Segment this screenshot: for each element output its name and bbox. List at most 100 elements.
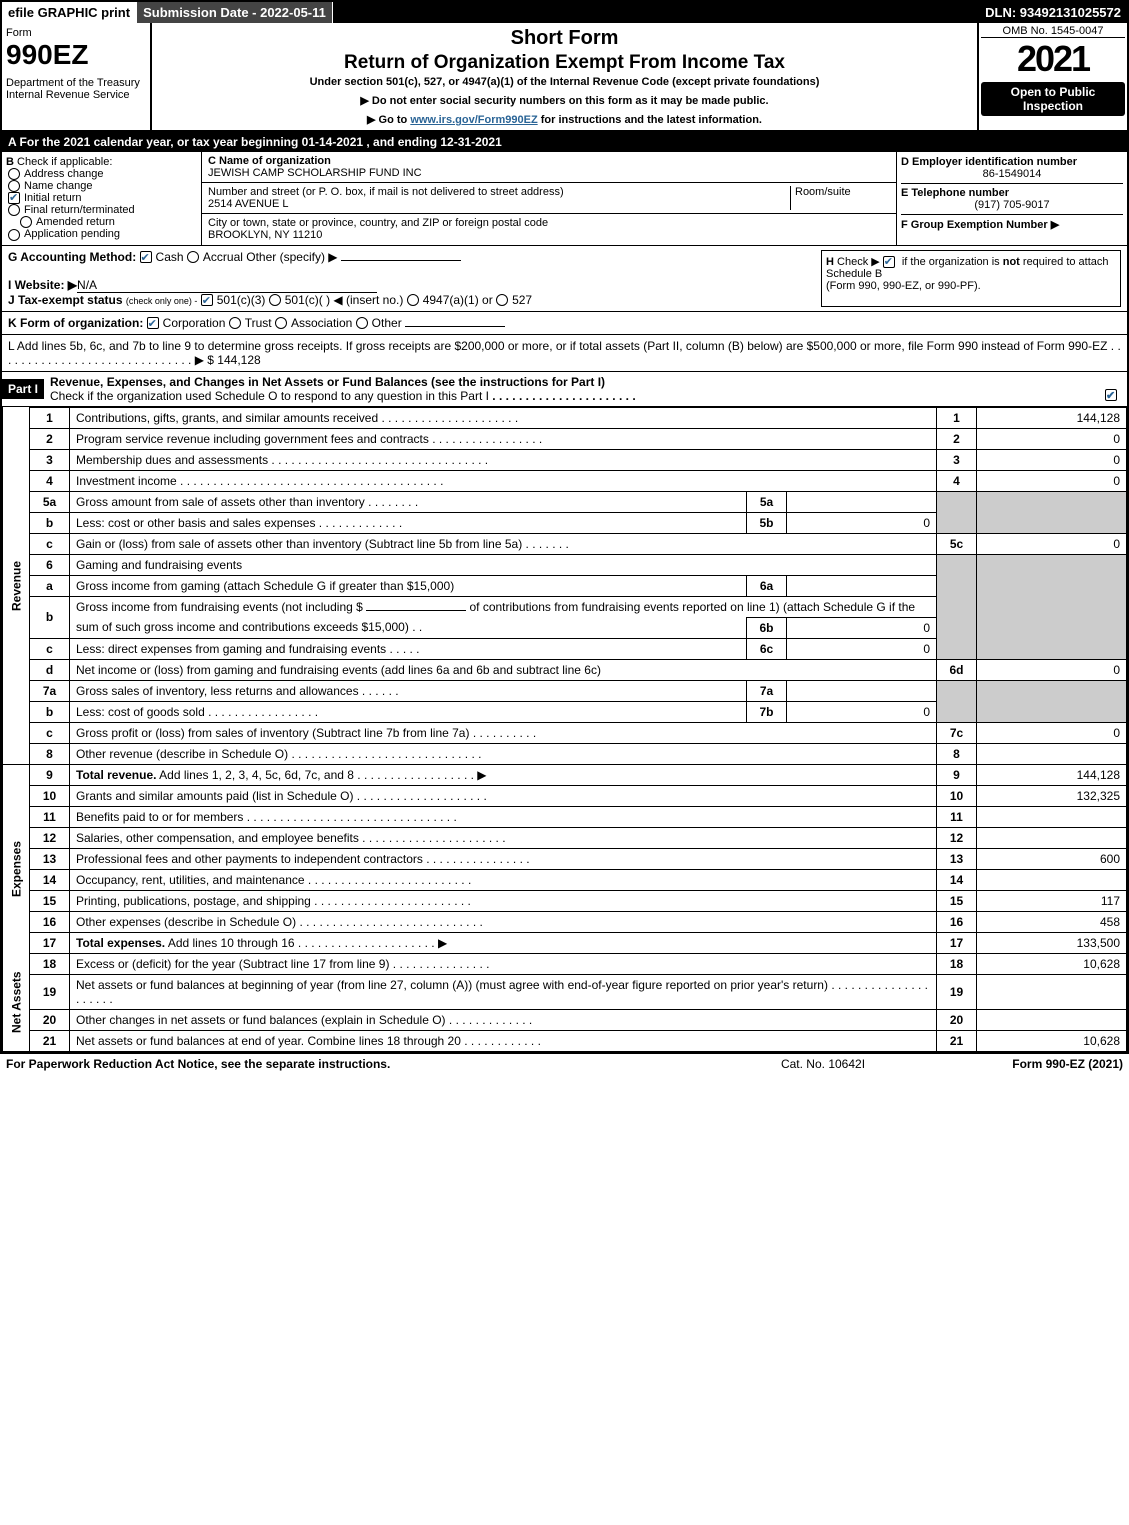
line-21-text: Net assets or fund balances at end of ye… xyxy=(76,1034,461,1048)
other-specify-input[interactable] xyxy=(341,260,461,261)
line-6c-text: Less: direct expenses from gaming and fu… xyxy=(76,642,386,656)
city-state-zip: BROOKLYN, NY 11210 xyxy=(208,229,322,241)
line-10-val: 132,325 xyxy=(977,785,1127,806)
checkbox-amended[interactable] xyxy=(20,216,32,228)
line-20-val xyxy=(977,1009,1127,1030)
line-7b-sn: 7b xyxy=(747,701,787,722)
line-10-nc: 10 xyxy=(937,785,977,806)
line-5b-text: Less: cost or other basis and sales expe… xyxy=(76,516,315,530)
line-3-text: Membership dues and assessments xyxy=(76,453,268,467)
label-j: J Tax-exempt status xyxy=(8,293,123,307)
line-2-val: 0 xyxy=(977,428,1127,449)
line-9-nc: 9 xyxy=(937,764,977,785)
l-arrow: ▶ $ xyxy=(195,353,214,367)
ein-value: 86-1549014 xyxy=(901,168,1123,180)
checkbox-schedule-o[interactable] xyxy=(1105,389,1117,401)
line-1-nc: 1 xyxy=(937,407,977,428)
checkbox-addr-change[interactable] xyxy=(8,168,20,180)
line-20-num: 20 xyxy=(30,1009,70,1030)
line-20-nc: 20 xyxy=(937,1009,977,1030)
line-18-nc: 18 xyxy=(937,953,977,974)
4947-label: 4947(a)(1) or xyxy=(423,293,493,307)
checkbox-cash[interactable] xyxy=(140,251,152,263)
irs-label: Internal Revenue Service xyxy=(6,89,146,101)
line-8-val xyxy=(977,743,1127,764)
shaded-6v xyxy=(977,554,1127,659)
line-11-val xyxy=(977,806,1127,827)
org-name: JEWISH CAMP SCHOLARSHIP FUND INC xyxy=(208,167,422,179)
label-tel: E Telephone number xyxy=(901,187,1009,199)
column-b: B Check if applicable: Address change Na… xyxy=(2,152,202,245)
checkbox-527[interactable] xyxy=(496,294,508,306)
line-5b-num: b xyxy=(30,512,70,533)
line-7a-text: Gross sales of inventory, less returns a… xyxy=(76,684,359,698)
other-org-label: Other xyxy=(372,316,402,330)
row-a-calendar-year: A For the 2021 calendar year, or tax yea… xyxy=(2,132,1127,152)
line-7b-num: b xyxy=(30,701,70,722)
checkbox-final-return[interactable] xyxy=(8,204,20,216)
inspection-box: Open to Public Inspection xyxy=(981,82,1125,116)
checkbox-corp[interactable] xyxy=(147,317,159,329)
line-15-num: 15 xyxy=(30,890,70,911)
label-h: H xyxy=(826,256,834,268)
irs-link[interactable]: www.irs.gov/Form990EZ xyxy=(410,114,537,126)
line-14-text: Occupancy, rent, utilities, and maintena… xyxy=(76,873,305,887)
street-addr: 2514 AVENUE L xyxy=(208,198,289,210)
instruction-ssn: ▶ Do not enter social security numbers o… xyxy=(156,94,973,107)
line-1-val: 144,128 xyxy=(977,407,1127,428)
row-gh: G Accounting Method: Cash Accrual Other … xyxy=(2,246,1127,312)
line-7a-sn: 7a xyxy=(747,680,787,701)
checkbox-name-change[interactable] xyxy=(8,180,20,192)
checkbox-trust[interactable] xyxy=(229,317,241,329)
line-6a-sv xyxy=(787,575,937,596)
checkbox-4947[interactable] xyxy=(407,294,419,306)
line-5a-text: Gross amount from sale of assets other t… xyxy=(76,495,365,509)
title-return: Return of Organization Exempt From Incom… xyxy=(156,52,973,74)
efile-label[interactable]: efile GRAPHIC print xyxy=(2,2,137,23)
checkbox-501c3[interactable] xyxy=(201,294,213,306)
line-19-num: 19 xyxy=(30,974,70,1009)
line-6b-blank[interactable] xyxy=(366,610,466,611)
tel-value: (917) 705-9017 xyxy=(901,199,1123,211)
l-value: 144,128 xyxy=(217,353,260,367)
label-city: City or town, state or province, country… xyxy=(208,217,548,229)
other-org-input[interactable] xyxy=(405,326,505,327)
line-6b-num: b xyxy=(30,596,70,638)
footer-left: For Paperwork Reduction Act Notice, see … xyxy=(6,1057,723,1071)
revenue-vertical-label: Revenue xyxy=(3,407,30,764)
line-7c-val: 0 xyxy=(977,722,1127,743)
dept-label: Department of the Treasury xyxy=(6,77,146,89)
line-9-val: 144,128 xyxy=(977,764,1127,785)
header-row: Form 990EZ Department of the Treasury In… xyxy=(2,23,1127,132)
line-18-text: Excess or (deficit) for the year (Subtra… xyxy=(76,957,389,971)
label-addr: Number and street (or P. O. box, if mail… xyxy=(208,186,564,198)
line-18-num: 18 xyxy=(30,953,70,974)
checkbox-h[interactable] xyxy=(883,256,895,268)
line-11-num: 11 xyxy=(30,806,70,827)
shaded-5 xyxy=(937,491,977,533)
checkbox-other-org[interactable] xyxy=(356,317,368,329)
line-7b-text: Less: cost of goods sold xyxy=(76,705,205,719)
527-label: 527 xyxy=(512,293,532,307)
line-6c-sn: 6c xyxy=(747,638,787,659)
checkbox-501c[interactable] xyxy=(269,294,281,306)
part1-table: Revenue 1 Contributions, gifts, grants, … xyxy=(2,407,1127,1052)
line-5c-val: 0 xyxy=(977,533,1127,554)
line-3-val: 0 xyxy=(977,449,1127,470)
checkbox-initial-return[interactable] xyxy=(8,192,20,204)
shaded-6 xyxy=(937,554,977,659)
line-14-val xyxy=(977,869,1127,890)
check-if-label: Check if applicable: xyxy=(17,156,112,168)
form-990ez-container: efile GRAPHIC print Submission Date - 20… xyxy=(0,0,1129,1054)
title-short-form: Short Form xyxy=(156,27,973,50)
form-label: Form xyxy=(6,27,146,39)
inspection-line1: Open to Public xyxy=(984,85,1122,99)
line-2-text: Program service revenue including govern… xyxy=(76,432,429,446)
label-b: B xyxy=(6,156,14,168)
checkbox-app-pending[interactable] xyxy=(8,229,20,241)
checkbox-accrual[interactable] xyxy=(187,251,199,263)
line-13-val: 600 xyxy=(977,848,1127,869)
checkbox-assoc[interactable] xyxy=(275,317,287,329)
expenses-vertical-label: Expenses xyxy=(3,785,30,953)
line-6-text: Gaming and fundraising events xyxy=(70,554,937,575)
